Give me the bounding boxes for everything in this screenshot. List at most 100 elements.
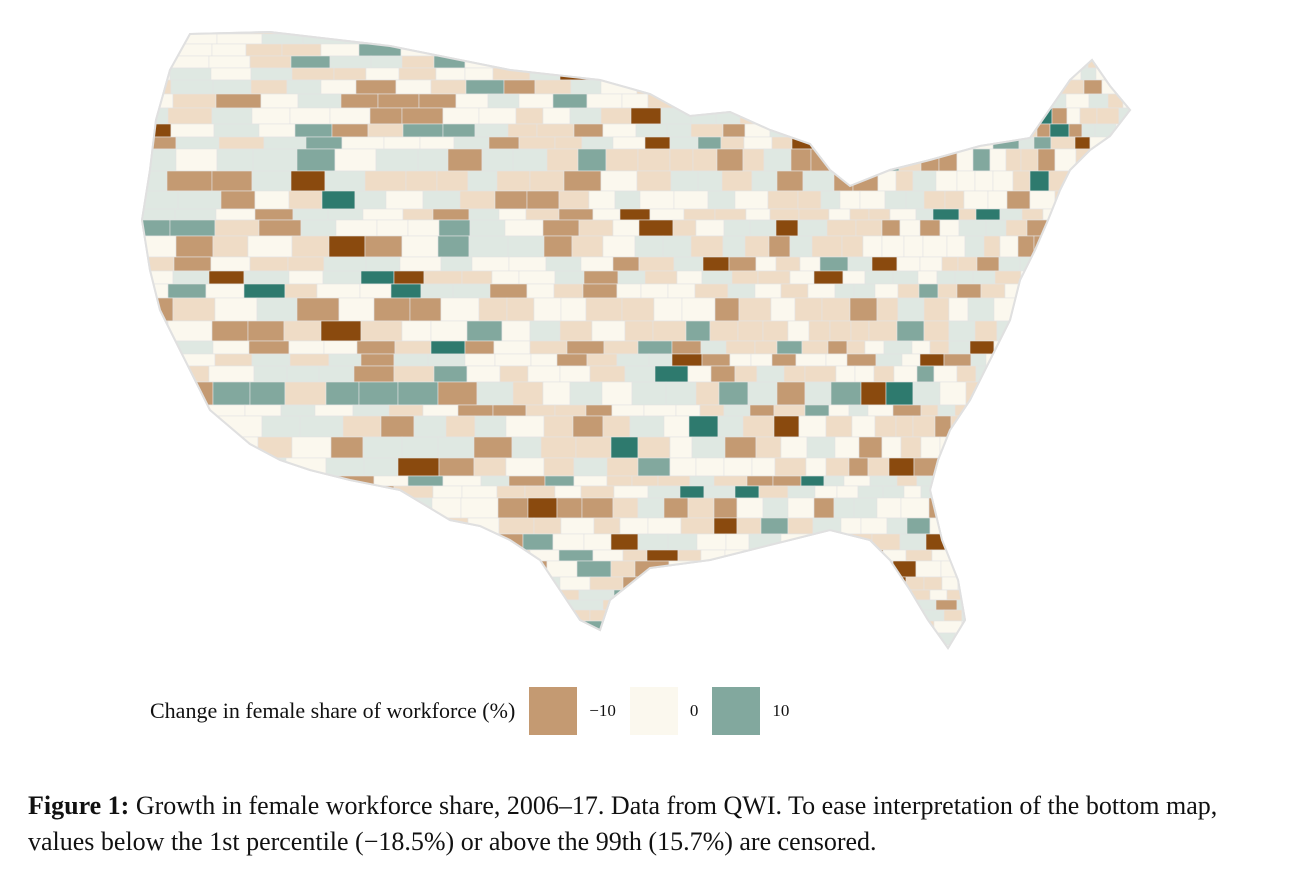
county-cell — [734, 365, 758, 383]
county-cell — [939, 381, 967, 406]
county-cell — [1081, 123, 1096, 138]
county-cell — [650, 67, 685, 81]
county-cell — [558, 208, 594, 221]
county-cell — [583, 270, 619, 285]
county-cell — [889, 208, 917, 221]
county-cell — [1137, 600, 1149, 610]
county-cell — [713, 475, 748, 487]
county-cell — [572, 632, 600, 646]
county-cell — [843, 475, 871, 487]
county-cell — [285, 497, 329, 519]
county-cell — [534, 79, 572, 95]
county-cell — [212, 644, 249, 648]
county-cell — [479, 589, 517, 601]
county-cell — [936, 55, 959, 69]
county-cell — [291, 560, 333, 578]
county-cell — [671, 79, 697, 95]
county-cell — [142, 517, 178, 535]
county-cell — [968, 533, 991, 551]
county-cell — [543, 235, 573, 258]
county-cell — [1044, 381, 1069, 406]
county-cell — [954, 632, 981, 646]
county-cell — [555, 609, 591, 622]
county-cell — [1041, 320, 1058, 342]
county-cell — [142, 415, 176, 438]
county-cell — [359, 283, 392, 299]
county-cell — [173, 620, 218, 634]
county-cell — [1157, 20, 1160, 34]
county-cell — [248, 340, 290, 355]
county-cell — [530, 353, 558, 367]
county-cell — [1116, 67, 1130, 81]
county-cell — [802, 170, 835, 192]
county-cell — [677, 93, 709, 109]
county-cell — [1038, 404, 1056, 417]
county-cell — [881, 436, 902, 459]
county-cell — [600, 107, 632, 125]
county-cell — [653, 297, 683, 322]
county-cell — [948, 297, 969, 322]
county-cell — [773, 415, 800, 438]
county-cell — [613, 589, 648, 601]
county-cell — [533, 297, 562, 322]
county-cell — [290, 576, 327, 591]
county-cell — [1004, 353, 1022, 367]
county-cell — [459, 190, 496, 210]
county-cell — [1096, 599, 1117, 611]
county-cell — [773, 43, 796, 57]
county-cell — [390, 283, 422, 299]
county-cell — [558, 190, 590, 210]
county-cell — [580, 256, 614, 272]
county-cell — [383, 136, 421, 150]
county-cell — [637, 436, 671, 459]
county-cell — [1014, 107, 1039, 125]
county-cell — [1118, 283, 1130, 299]
county-cell — [241, 549, 279, 562]
county-cell — [1054, 404, 1080, 417]
county-cell — [335, 219, 378, 237]
county-cell — [611, 404, 645, 417]
county-cell — [257, 436, 293, 459]
county-cell — [1151, 458, 1160, 476]
county-cell — [1135, 486, 1156, 498]
county-cell — [794, 43, 820, 57]
county-cell — [142, 549, 168, 562]
county-cell — [438, 576, 472, 591]
county-cell — [340, 93, 379, 109]
county-cell — [629, 415, 665, 438]
county-cell — [212, 235, 249, 258]
county-cell — [1144, 633, 1160, 645]
county-cell — [936, 270, 956, 285]
county-cell — [1086, 320, 1111, 342]
county-cell — [695, 381, 720, 406]
county-cell — [737, 320, 764, 342]
county-cell — [253, 365, 288, 383]
county-cell — [529, 340, 568, 355]
county-cell — [401, 436, 439, 459]
county-cell — [537, 599, 567, 611]
county-cell — [825, 457, 850, 477]
county-cell — [783, 365, 806, 383]
county-cell — [979, 55, 1003, 69]
county-cell — [401, 320, 432, 342]
county-cell — [341, 136, 385, 150]
county-cell — [712, 43, 746, 57]
county-cell — [1041, 644, 1067, 648]
county-cell — [323, 256, 367, 272]
county-cell — [734, 190, 769, 210]
county-cell — [213, 609, 256, 622]
county-cell — [923, 320, 950, 342]
county-cell — [142, 632, 176, 646]
county-cell — [1135, 437, 1153, 458]
county-cell — [245, 43, 283, 57]
county-cell — [937, 404, 956, 417]
county-cell — [328, 235, 366, 258]
county-cell — [648, 353, 673, 367]
county-cell — [1125, 148, 1130, 172]
county-cell — [442, 123, 476, 138]
county-cell — [1079, 107, 1098, 125]
county-cell — [934, 123, 956, 138]
county-cell — [412, 560, 453, 578]
county-cell — [679, 32, 714, 35]
county-cell — [554, 136, 583, 150]
